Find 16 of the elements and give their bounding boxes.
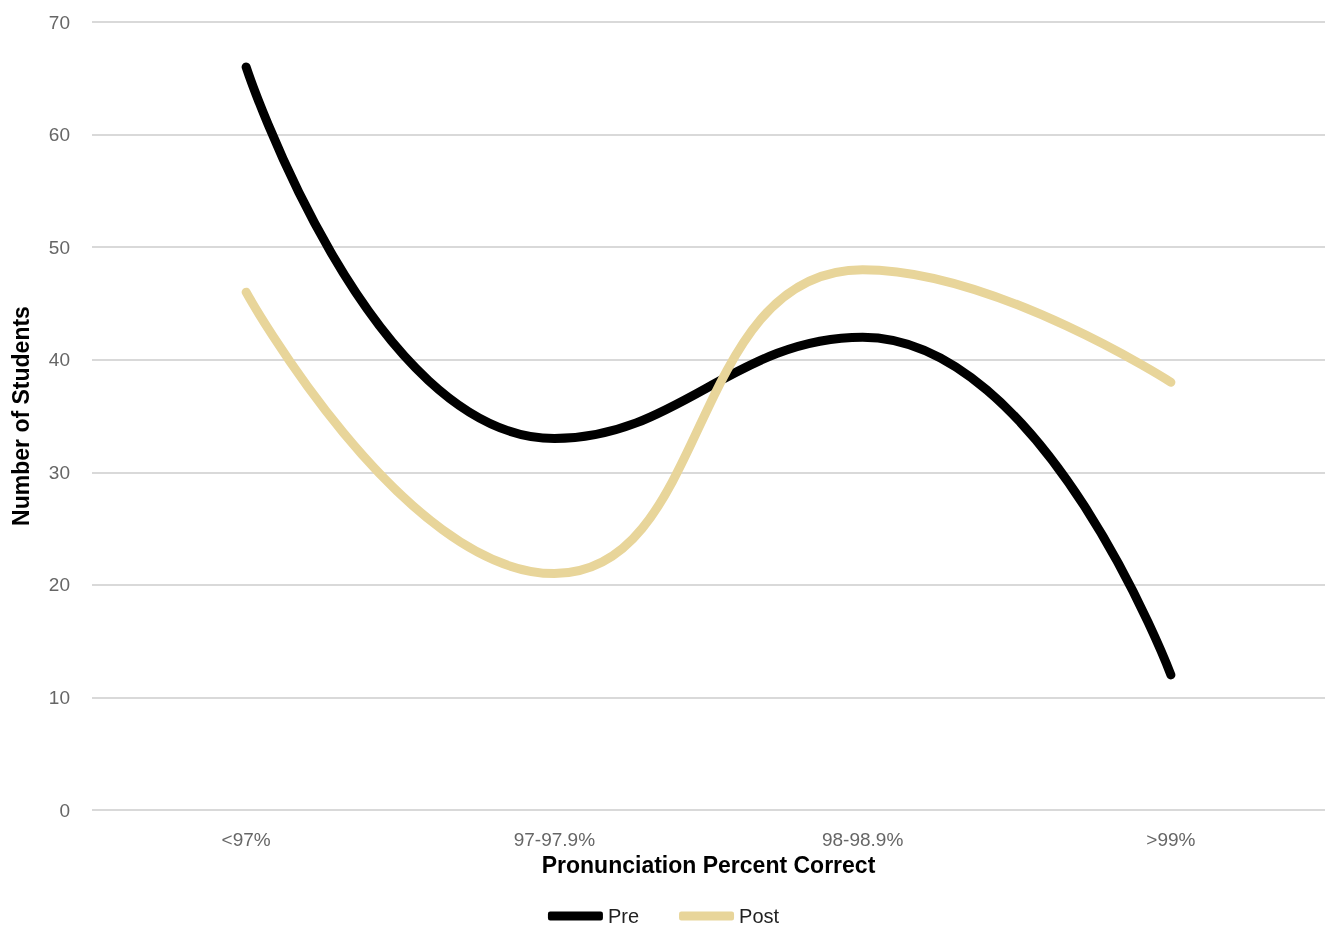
y-tick-label: 10: [48, 686, 70, 708]
legend-label: Post: [739, 905, 780, 927]
y-axis-title: Number of Students: [7, 306, 34, 526]
legend-label: Pre: [607, 905, 640, 927]
y-tick-label: 40: [48, 349, 70, 371]
y-tick-label: 60: [48, 124, 70, 146]
x-tick-label: 98-98.9%: [821, 829, 904, 850]
x-axis-title: Pronunciation Percent Correct: [541, 852, 876, 879]
x-tick-label: <97%: [221, 829, 271, 850]
y-tick-label: 50: [48, 236, 70, 258]
y-tick-label: 0: [59, 799, 70, 821]
x-tick-label: >99%: [1146, 829, 1196, 850]
y-tick-label: 30: [48, 461, 70, 483]
y-tick-label: 20: [48, 574, 70, 596]
x-tick-label: 97-97.9%: [513, 829, 596, 850]
y-tick-label: 70: [48, 11, 70, 33]
